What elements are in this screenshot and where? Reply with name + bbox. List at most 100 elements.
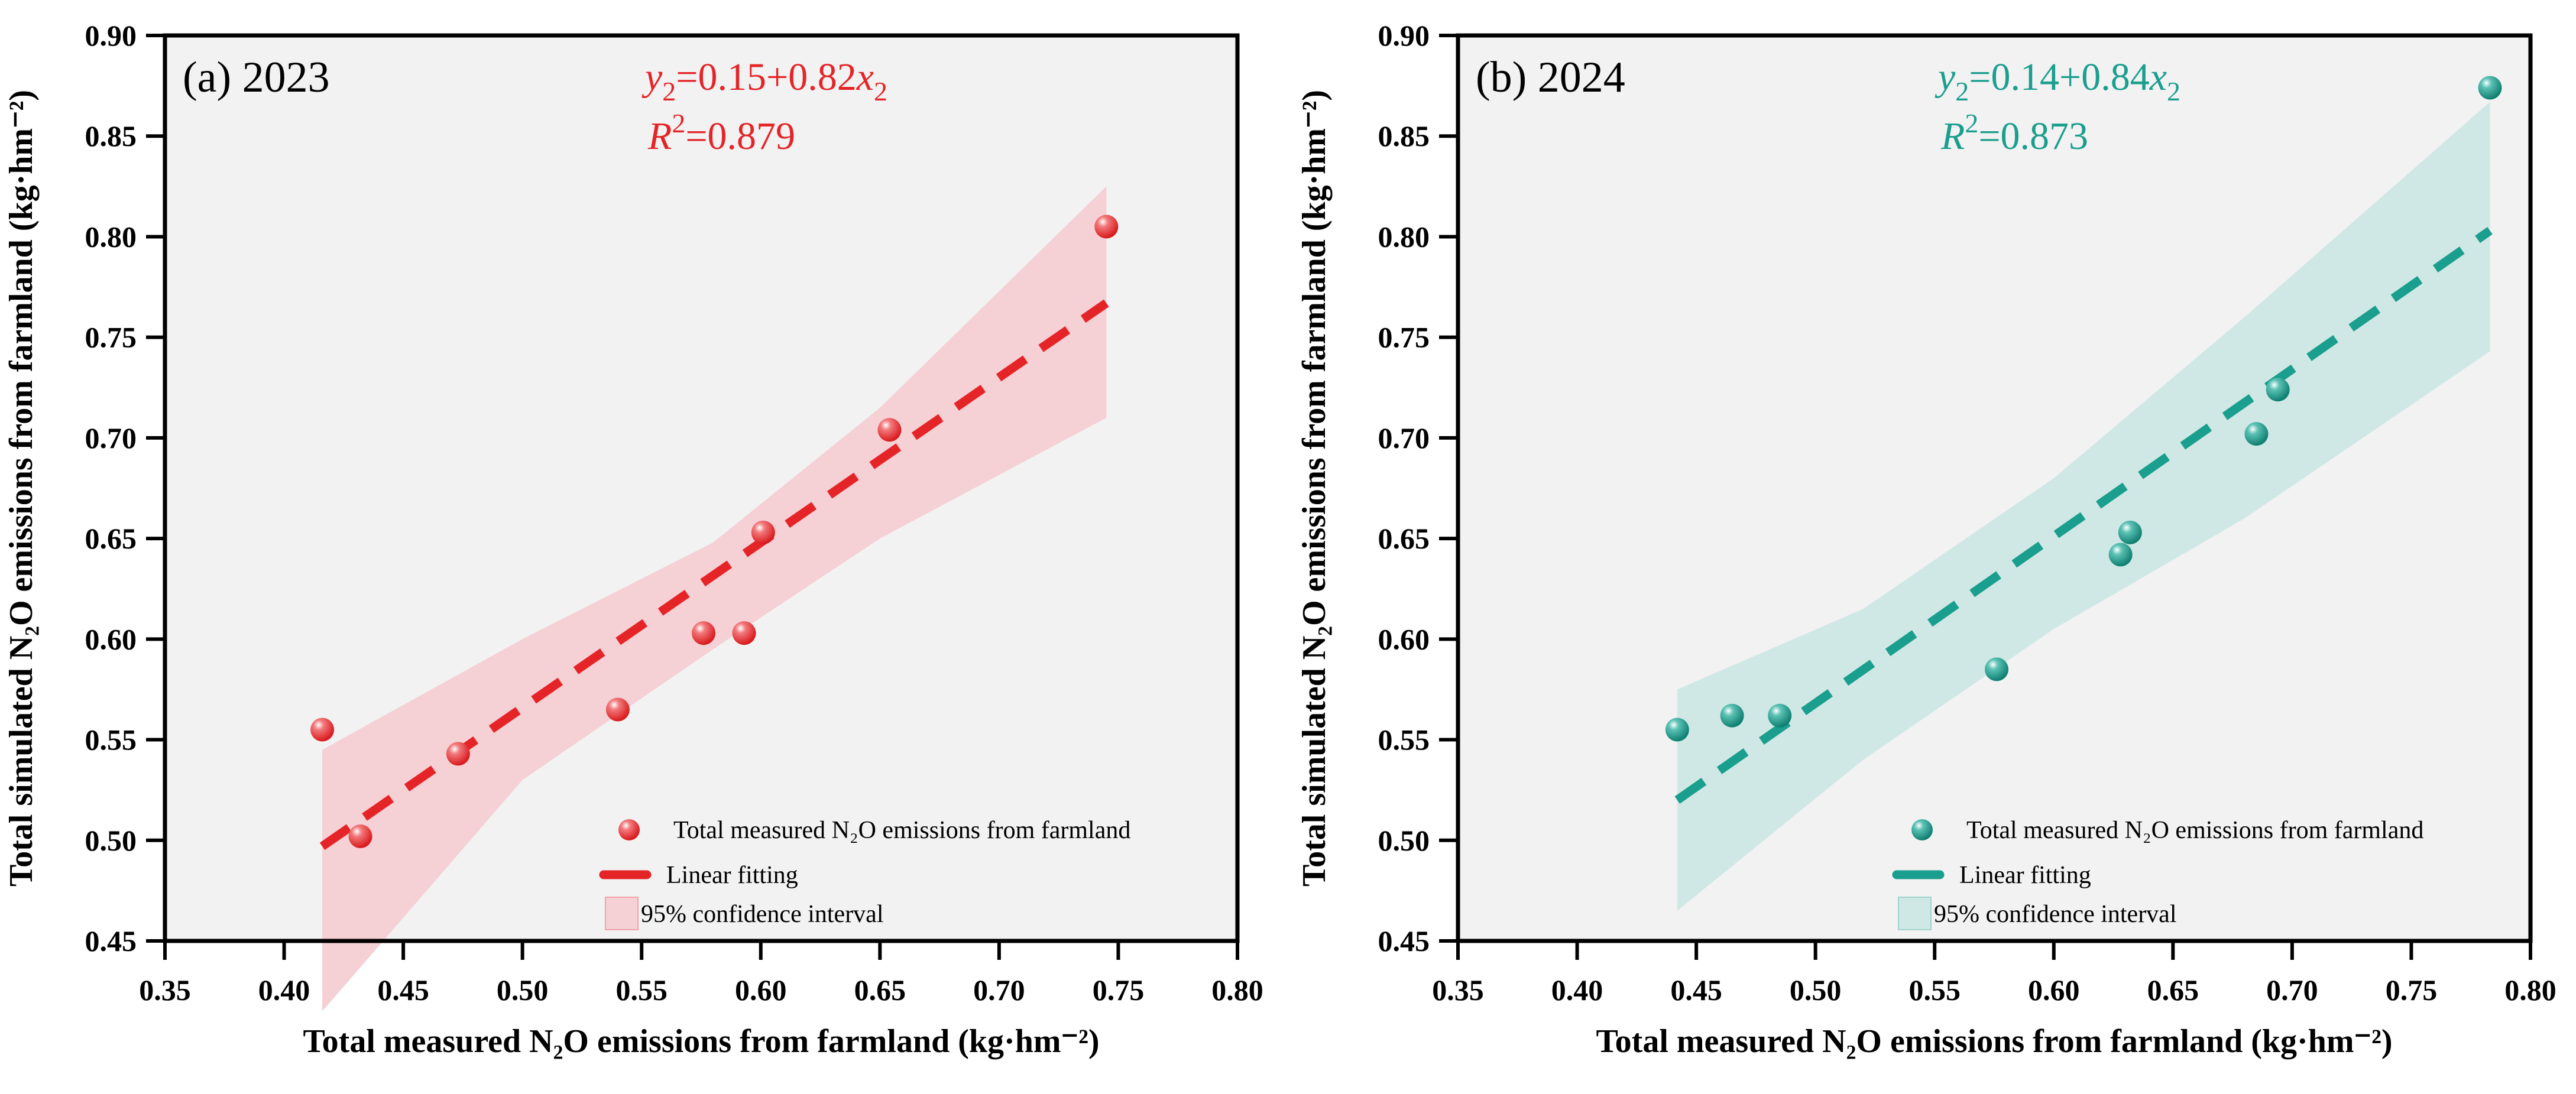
- data-point: [751, 520, 775, 544]
- panel-title: (a) 2023: [183, 53, 330, 102]
- legend-point-icon: [618, 819, 640, 840]
- y-tick-label: 0.90: [85, 19, 137, 52]
- y-tick-label: 0.60: [1378, 622, 1430, 655]
- y-axis-label: Total simulated N₂O emissions from farml…: [1296, 90, 1333, 887]
- x-tick-label: 0.40: [258, 973, 310, 1007]
- y-tick-label: 0.70: [1378, 421, 1430, 455]
- y-tick-label: 0.75: [1378, 321, 1430, 354]
- data-point: [877, 418, 902, 442]
- x-tick-label: 0.65: [854, 973, 906, 1007]
- x-tick-label: 0.35: [1432, 973, 1484, 1007]
- data-point: [1094, 215, 1119, 239]
- x-tick-label: 0.45: [377, 973, 429, 1007]
- x-tick-label: 0.80: [1211, 973, 1263, 1007]
- y-tick-label: 0.75: [85, 321, 137, 354]
- x-tick-label: 0.60: [2028, 973, 2080, 1007]
- eq-body: =0.15+0.82: [676, 56, 856, 99]
- eq-y: y: [1935, 56, 1956, 99]
- y-tick-label: 0.80: [1378, 220, 1430, 253]
- panel-title: (b) 2024: [1476, 53, 1625, 102]
- y-tick-label: 0.85: [85, 119, 137, 152]
- x-tick-label: 0.75: [2386, 973, 2438, 1007]
- legend-label-ci: 95% confidence interval: [641, 901, 883, 928]
- x-tick-label: 0.70: [2266, 973, 2318, 1007]
- y-tick-label: 0.45: [85, 924, 137, 957]
- r-sup: 2: [1965, 108, 1978, 138]
- r-squared: R2=0.879: [647, 108, 795, 158]
- legend-label-points: Total measured N₂O emissions from farmla…: [1966, 817, 2423, 844]
- x-tick-label: 0.70: [973, 973, 1025, 1007]
- axes-frame: [1456, 33, 2533, 943]
- x-tick-label: 0.50: [1790, 973, 1842, 1007]
- data-point: [692, 621, 716, 645]
- x-axis-label: Total measured N₂O emissions from farmla…: [303, 1023, 1099, 1060]
- eq-x: x: [2149, 56, 2167, 99]
- panel-a: 0.35 0.40 0.45 0.50 0.55 0.60 0.65 0.70 0.75 0.80…: [3, 19, 1263, 1060]
- eq-body: =0.14+0.84: [1969, 56, 2149, 99]
- eq-y-sub: 2: [1955, 76, 1969, 106]
- y-tick-label: 0.55: [85, 723, 137, 757]
- x-tick-label: 0.50: [497, 973, 549, 1007]
- r-sup: 2: [672, 108, 685, 138]
- y-tick-label: 0.45: [1378, 924, 1430, 957]
- r-value: =0.879: [685, 115, 795, 158]
- data-point: [2108, 543, 2133, 567]
- x-tick-label: 0.75: [1093, 973, 1145, 1007]
- r-symbol: R: [647, 115, 672, 158]
- data-point: [732, 621, 756, 645]
- x-tick-label: 0.65: [2147, 973, 2199, 1007]
- x-tick-label: 0.55: [1908, 973, 1961, 1007]
- data-point: [1665, 718, 1689, 742]
- eq-y: y: [641, 56, 663, 99]
- confidence-band: [322, 186, 1107, 1012]
- eq-x-sub: 2: [2167, 76, 2180, 106]
- data-point: [1720, 703, 1744, 728]
- data-point: [2478, 76, 2502, 100]
- r-squared: R2=0.873: [1940, 108, 2088, 158]
- legend-label-ci: 95% confidence interval: [1934, 901, 2176, 928]
- x-tick-label: 0.35: [139, 973, 191, 1007]
- x-tick-label: 0.45: [1670, 973, 1722, 1007]
- axes-frame: [163, 33, 1240, 943]
- regression-equation: y2=0.15+0.82x2: [641, 56, 887, 106]
- legend-label-fit: Linear fitting: [1959, 862, 2091, 889]
- y-tick-label: 0.85: [1378, 119, 1430, 152]
- r-symbol: R: [1940, 115, 1965, 158]
- data-point: [348, 824, 372, 848]
- legend-label-fit: Linear fitting: [666, 862, 798, 889]
- y-tick-label: 0.65: [85, 522, 137, 555]
- eq-x-sub: 2: [874, 76, 887, 106]
- r-value: =0.873: [1978, 115, 2088, 158]
- x-axis-label: Total measured N₂O emissions from farmla…: [1596, 1023, 2392, 1060]
- y-tick-label: 0.70: [85, 421, 137, 455]
- y-tick-label: 0.55: [1378, 723, 1430, 757]
- confidence-band: [1677, 102, 2490, 911]
- panel-b: 0.35 0.40 0.45 0.50 0.55 0.60 0.65 0.70 0.75 0.80…: [1296, 19, 2556, 1060]
- data-point: [2244, 422, 2269, 446]
- x-tick-label: 0.60: [735, 973, 787, 1007]
- data-point: [2118, 520, 2142, 544]
- legend-band-icon: [1898, 897, 1932, 930]
- y-tick-label: 0.90: [1378, 19, 1430, 52]
- eq-x: x: [856, 56, 874, 99]
- y-tick-label: 0.50: [85, 824, 137, 857]
- x-tick-label: 0.80: [2504, 973, 2556, 1007]
- y-tick-label: 0.50: [1378, 824, 1430, 857]
- legend-band-icon: [605, 897, 639, 930]
- data-point: [446, 742, 470, 766]
- data-point: [1985, 657, 2009, 681]
- y-axis-label: Total simulated N₂O emissions from farml…: [3, 90, 40, 887]
- data-point: [605, 697, 630, 722]
- legend-point-icon: [1911, 819, 1933, 840]
- y-tick-label: 0.65: [1378, 522, 1430, 555]
- y-tick-label: 0.80: [85, 220, 137, 253]
- data-point: [310, 718, 335, 742]
- eq-y-sub: 2: [662, 76, 676, 106]
- regression-equation: y2=0.14+0.84x2: [1935, 56, 2180, 106]
- x-tick-label: 0.55: [615, 973, 668, 1007]
- plot-area: [1458, 35, 2530, 941]
- legend-label-points: Total measured N₂O emissions from farmla…: [673, 817, 1130, 844]
- fit-line: [1674, 227, 2493, 804]
- data-point: [2266, 378, 2290, 402]
